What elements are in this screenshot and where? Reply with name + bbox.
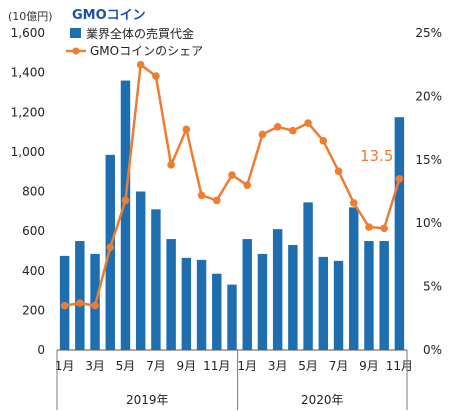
y-right-tick-label: 15% [415, 153, 442, 167]
logo-text: GMOコイン [72, 8, 146, 23]
x-tick-label: 7月 [146, 359, 166, 373]
bar [105, 154, 115, 350]
bar [349, 207, 359, 350]
y-left-tick-label: 400 [22, 264, 45, 278]
bar [257, 253, 268, 350]
share-point [304, 119, 312, 127]
share-point [289, 126, 297, 135]
x-tick-label: 11月 [386, 359, 413, 373]
y-left-axis: 0 200 400 600 800 1,000 1,200 1,400 1,600 [11, 26, 45, 357]
legend-label-bar: 業界全体の売買代金 [86, 26, 194, 41]
share-point [365, 223, 373, 231]
x-tick-label: 11月 [203, 359, 230, 373]
x-tick-label: 7月 [329, 359, 349, 373]
share-point [273, 123, 282, 131]
y-left-tick-label: 800 [22, 185, 45, 199]
bar [151, 209, 161, 350]
share-point [258, 130, 267, 139]
bar [120, 80, 131, 351]
share-point [121, 196, 130, 205]
y-left-tick-label: 600 [22, 224, 45, 238]
x-axis: 1月 3月 5月 7月 9月 11月 1月 3月 5月 7月 9月 11月 [55, 359, 413, 373]
bar [394, 117, 405, 350]
y-right-axis: 0% 5% 10% 15% 20% 25% [415, 26, 442, 357]
y-left-tick-label: 200 [22, 303, 45, 317]
x-tick-label: 1月 [55, 359, 75, 373]
year-label: 2020年 [301, 393, 344, 407]
legend-swatch-bar [70, 28, 81, 38]
x-tick-label: 5月 [298, 359, 318, 373]
share-point [136, 60, 145, 69]
y-left-tick-label: 0 [37, 343, 45, 357]
share-point [197, 191, 206, 200]
annotation-label: 13.5 [360, 147, 393, 165]
bar [135, 191, 146, 350]
bar [242, 239, 252, 350]
year-label: 2019年 [126, 393, 169, 407]
year-axis: 2019年 2020年 [56, 350, 408, 410]
y-left-tick-label: 1,000 [11, 145, 45, 159]
legend-swatch-marker [72, 47, 80, 55]
bar [272, 229, 283, 350]
legend: 業界全体の売買代金 GMOコインのシェア [66, 26, 203, 58]
y-right-tick-label: 0% [423, 343, 442, 357]
share-point [228, 171, 236, 179]
y-left-unit-label: (10億円) [8, 10, 53, 23]
y-right-tick-label: 20% [415, 89, 442, 103]
share-point [76, 299, 84, 307]
x-tick-label: 3月 [85, 359, 105, 373]
bar [379, 241, 389, 350]
y-left-tick-label: 1,200 [11, 105, 45, 119]
share-point [212, 196, 221, 205]
bar [227, 284, 237, 350]
bar [196, 259, 207, 350]
share-point [91, 301, 99, 310]
share-point [152, 72, 160, 80]
bar [181, 257, 192, 350]
x-tick-label: 3月 [268, 359, 288, 373]
share-point [167, 161, 175, 169]
share-point [334, 167, 343, 176]
bar [288, 244, 298, 350]
line-series [60, 60, 404, 310]
y-left-tick-label: 1,600 [11, 26, 45, 40]
share-point [106, 243, 115, 252]
share-point [182, 125, 191, 134]
y-right-tick-label: 25% [415, 26, 442, 40]
share-point [349, 199, 358, 207]
share-point [395, 175, 404, 183]
share-point [319, 136, 328, 145]
bar [166, 239, 176, 350]
y-right-tick-label: 10% [415, 216, 442, 230]
x-tick-label: 1月 [237, 359, 257, 373]
bar [318, 256, 329, 350]
share-point [60, 301, 69, 310]
gmo-logo: GMOコイン [72, 8, 146, 23]
bar-series [59, 80, 405, 351]
x-tick-label: 9月 [359, 359, 379, 373]
bar [333, 260, 344, 350]
x-tick-label: 9月 [177, 359, 197, 373]
bar [364, 241, 374, 350]
share-point [243, 181, 252, 189]
x-tick-label: 5月 [116, 359, 136, 373]
bar [75, 241, 85, 350]
y-left-tick-label: 1,400 [11, 66, 45, 80]
y-right-tick-label: 5% [423, 280, 442, 294]
bar [303, 202, 313, 350]
bar [212, 273, 222, 350]
legend-label-line: GMOコインのシェア [90, 44, 203, 58]
share-point [380, 224, 388, 233]
